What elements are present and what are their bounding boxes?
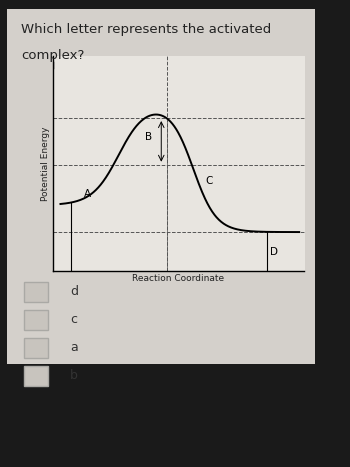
Text: D: D xyxy=(270,247,278,257)
Text: c: c xyxy=(70,313,77,326)
X-axis label: Reaction Coordinate: Reaction Coordinate xyxy=(132,274,225,283)
Text: Which letter represents the activated: Which letter represents the activated xyxy=(21,23,271,36)
Y-axis label: Potential Energy: Potential Energy xyxy=(41,126,50,201)
Text: d: d xyxy=(70,285,78,298)
Text: a: a xyxy=(70,341,78,354)
Text: b: b xyxy=(70,369,78,382)
Text: A: A xyxy=(84,189,91,199)
Text: B: B xyxy=(145,132,152,142)
Text: C: C xyxy=(205,177,212,186)
Text: complex?: complex? xyxy=(21,49,84,62)
